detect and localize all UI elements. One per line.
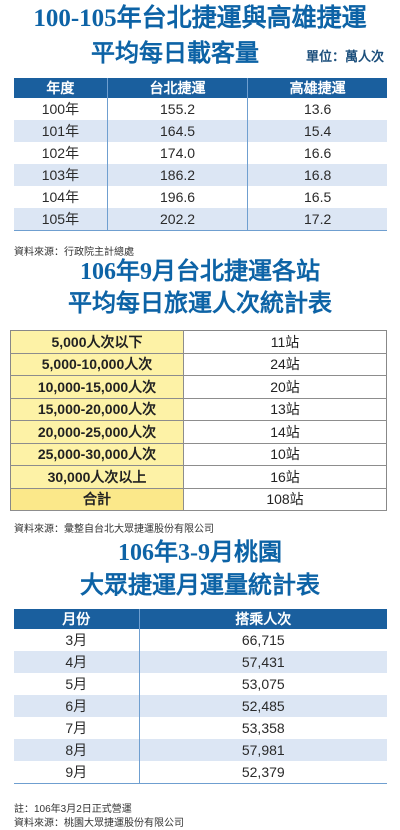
table-row: 101年 164.5 15.4 xyxy=(14,120,387,142)
year-cell: 104年 xyxy=(14,186,108,208)
year-cell: 100年 xyxy=(14,98,108,120)
range-cell: 5,000人次以下 xyxy=(10,330,184,354)
taoyuan-table-header: 月份 搭乘人次 xyxy=(14,609,387,629)
riders-cell: 52,485 xyxy=(139,695,387,717)
table-row: 104年 196.6 16.5 xyxy=(14,186,387,208)
riders-cell: 53,075 xyxy=(139,673,387,695)
table-row: 5月 53,075 xyxy=(14,673,387,695)
taipei-cell: 155.2 xyxy=(107,98,249,120)
month-cell: 5月 xyxy=(14,673,140,695)
total-label: 合計 xyxy=(10,488,184,511)
header-month: 月份 xyxy=(14,609,140,629)
range-cell: 20,000-25,000人次 xyxy=(10,420,184,444)
stations-cell: 13站 xyxy=(183,398,387,421)
table-row: 5,000-10,000人次 24站 xyxy=(10,353,387,376)
table-row: 10,000-15,000人次 20站 xyxy=(10,375,387,399)
year-cell: 103年 xyxy=(14,164,108,186)
section3-title-line2: 大眾捷運月運量統計表 xyxy=(80,573,320,599)
taipei-cell: 174.0 xyxy=(107,142,249,164)
month-cell: 8月 xyxy=(14,739,140,761)
riders-cell: 57,981 xyxy=(139,739,387,761)
section1-source: 資料來源：行政院主計總處 xyxy=(14,247,134,258)
kaohsiung-cell: 17.2 xyxy=(247,208,387,231)
stations-cell: 24站 xyxy=(183,353,387,376)
section3-title-line1: 106年3-9月桃園 xyxy=(118,540,282,566)
riders-cell: 66,715 xyxy=(139,629,387,651)
table-row: 100年 155.2 13.6 xyxy=(14,98,387,120)
kaohsiung-cell: 16.8 xyxy=(247,164,387,186)
section2-source: 資料來源：彙整自台北大眾捷運股份有限公司 xyxy=(14,524,214,535)
taipei-cell: 196.6 xyxy=(107,186,249,208)
section1-title-line2-wrap: 平均每日載客量 xyxy=(0,40,400,68)
table-row: 105年 202.2 17.2 xyxy=(14,208,387,231)
range-cell: 30,000人次以上 xyxy=(10,465,184,489)
kaohsiung-cell: 13.6 xyxy=(247,98,387,120)
riders-cell: 53,358 xyxy=(139,717,387,739)
table-row: 8月 57,981 xyxy=(14,739,387,761)
table-row: 15,000-20,000人次 13站 xyxy=(10,398,387,421)
taipei-cell: 186.2 xyxy=(107,164,249,186)
total-row: 合計 108站 xyxy=(10,488,387,511)
month-cell: 7月 xyxy=(14,717,140,739)
range-cell: 15,000-20,000人次 xyxy=(10,398,184,421)
header-taipei: 台北捷運 xyxy=(107,78,249,98)
riders-cell: 57,431 xyxy=(139,651,387,673)
section3-note: 註：106年3月2日正式營運 xyxy=(14,804,132,815)
taipei-cell: 164.5 xyxy=(107,120,249,142)
table-row: 4月 57,431 xyxy=(14,651,387,673)
section3-source: 資料來源：桃園大眾捷運股份有限公司 xyxy=(14,818,184,829)
total-value: 108站 xyxy=(183,488,387,511)
table-row: 5,000人次以下 11站 xyxy=(10,330,387,354)
stations-cell: 14站 xyxy=(183,420,387,444)
table-row: 30,000人次以上 16站 xyxy=(10,465,387,489)
month-cell: 4月 xyxy=(14,651,140,673)
month-cell: 9月 xyxy=(14,761,140,784)
table-row: 6月 52,485 xyxy=(14,695,387,717)
table-row: 3月 66,715 xyxy=(14,629,387,651)
year-cell: 101年 xyxy=(14,120,108,142)
section2-title-line1: 106年9月台北捷運各站 xyxy=(80,259,320,285)
station-ridership-table: 5,000人次以下 11站 5,000-10,000人次 24站 10,000-… xyxy=(10,330,387,511)
table-row: 103年 186.2 16.8 xyxy=(14,164,387,186)
section2-title-line2: 平均每日旅運人次統計表 xyxy=(68,291,332,317)
year-cell: 102年 xyxy=(14,142,108,164)
section1-title-line1: 100-105年台北捷運與高雄捷運 xyxy=(33,5,367,32)
table-row: 25,000-30,000人次 10站 xyxy=(10,443,387,466)
stations-cell: 11站 xyxy=(183,330,387,354)
section1-unit: 單位：萬人次 xyxy=(305,49,384,64)
table-row: 20,000-25,000人次 14站 xyxy=(10,420,387,444)
stations-cell: 16站 xyxy=(183,465,387,489)
month-cell: 6月 xyxy=(14,695,140,717)
range-cell: 5,000-10,000人次 xyxy=(10,353,184,376)
kaohsiung-cell: 15.4 xyxy=(247,120,387,142)
year-cell: 105年 xyxy=(14,208,108,231)
header-kaohsiung: 高雄捷運 xyxy=(247,78,387,98)
kaohsiung-cell: 16.5 xyxy=(247,186,387,208)
range-cell: 10,000-15,000人次 xyxy=(10,375,184,399)
range-cell: 25,000-30,000人次 xyxy=(10,443,184,466)
section1-title-line2: 平均每日載客量 xyxy=(91,41,259,67)
table-row: 9月 52,379 xyxy=(14,761,387,784)
table-row: 102年 174.0 16.6 xyxy=(14,142,387,164)
ridership-table: 年度 台北捷運 高雄捷運 100年 155.2 13.6 101年 164.5 … xyxy=(14,78,387,231)
table-row: 7月 53,358 xyxy=(14,717,387,739)
header-riders: 搭乘人次 xyxy=(139,609,387,629)
month-cell: 3月 xyxy=(14,629,140,651)
taipei-cell: 202.2 xyxy=(107,208,249,231)
header-year: 年度 xyxy=(14,78,108,98)
kaohsiung-cell: 16.6 xyxy=(247,142,387,164)
stations-cell: 20站 xyxy=(183,375,387,399)
taoyuan-monthly-table: 月份 搭乘人次 3月 66,715 4月 57,431 5月 53,075 6月… xyxy=(14,609,387,784)
riders-cell: 52,379 xyxy=(139,761,387,784)
stations-cell: 10站 xyxy=(183,443,387,466)
ridership-table-header: 年度 台北捷運 高雄捷運 xyxy=(14,78,387,98)
